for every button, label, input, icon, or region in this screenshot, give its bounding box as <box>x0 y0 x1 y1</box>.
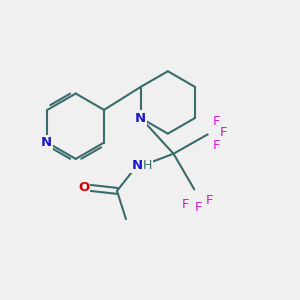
Text: F: F <box>182 198 189 211</box>
Text: F: F <box>195 201 202 214</box>
Text: N: N <box>40 136 52 149</box>
Text: F: F <box>206 194 214 207</box>
Text: F: F <box>219 126 227 140</box>
Text: N: N <box>135 112 146 124</box>
Text: F: F <box>213 139 220 152</box>
Text: N: N <box>131 159 142 172</box>
Text: O: O <box>78 182 89 194</box>
Text: F: F <box>212 115 220 128</box>
Text: H: H <box>143 159 152 172</box>
